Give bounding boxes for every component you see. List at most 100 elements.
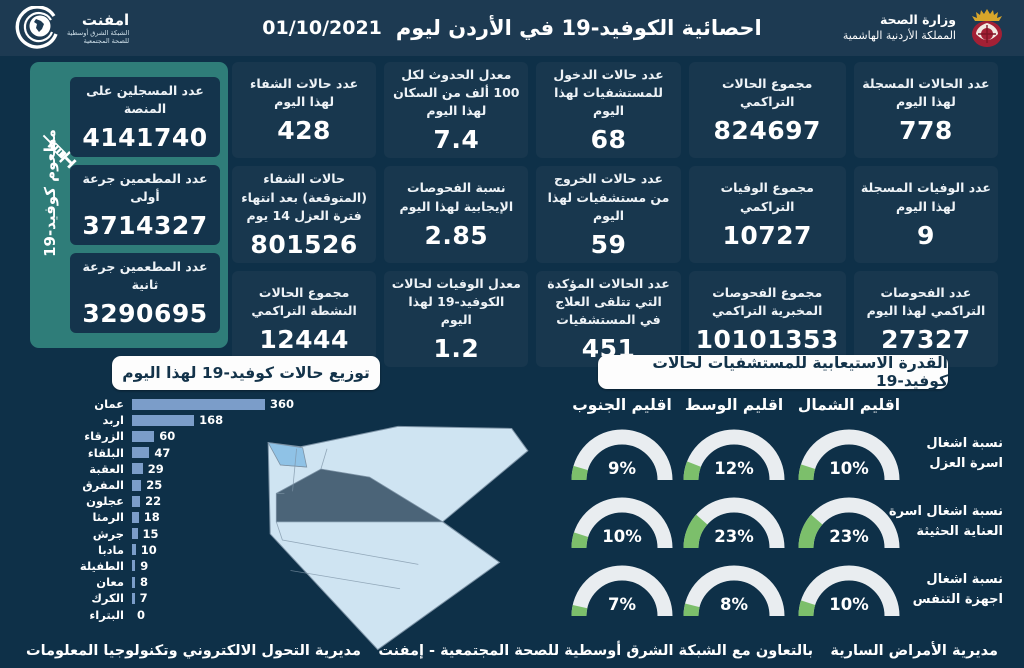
bar-row: مادبا 10 [22,542,384,558]
bar-value: 168 [199,413,224,428]
bar [132,430,155,442]
bar-category-label: البتراء [89,607,124,622]
bar-row: المفرق 25 [22,477,384,493]
capacity-row-label: نسبة اشغال اسرة العزل [926,435,1003,471]
svg-text:10%: 10% [829,595,869,614]
stat-value: 3714327 [82,211,208,241]
footer-center: بالتعاون مع الشبكة الشرق أوسطية للصحة ال… [378,643,814,659]
emphnet-subline1: الشبكة الشرق أوسطية [67,29,130,38]
footer-left: مديرية التحول الالكتروني وتكنولوجيا المع… [26,643,361,659]
bar [132,511,139,523]
stat-card: مجموع الحالات النشطة التراكمي 12444 [232,270,377,368]
bar-value: 8 [140,575,149,590]
bar-row: جرش 15 [22,526,384,542]
stat-label: مجموع الفحوصات المخبرية التراكمي [712,284,823,318]
stat-value: 428 [277,116,331,146]
stat-label: عدد المطعمين جرعة ثانية [82,258,208,292]
stat-value: 4141740 [82,123,208,153]
emphnet-subline2: للصحة المجتمعية [83,37,130,46]
gauge-cell: 10% [790,556,908,624]
gauge-cell: 23% [790,488,908,556]
stat-card: مجموع الحالات التراكمي 824697 [688,62,846,159]
region-header: اقليم الوسط [684,396,784,414]
stat-label: عدد حالات الخروج من مستشفيات لهذا اليوم [547,171,670,223]
report-date: 01/10/2021 [262,17,382,39]
stat-label: نسبة الفحوصات الإيجابية لهذا اليوم [399,180,514,214]
bar [132,560,136,572]
stat-label: معدل الحدوث لكل 100 ألف من السكان لهذا ا… [393,67,520,119]
stat-label: عدد الحالات المؤكدة التي تتلقى العلاج في… [547,275,670,327]
stat-label: عدد الحالات المسجلة لهذا اليوم [862,76,990,110]
footer-right: مديرية الأمراض السارية [830,643,998,659]
map-region-irbid [267,442,308,468]
stat-label: عدد حالات الشفاء لهذا اليوم [249,76,359,110]
gauge: 23% [683,497,785,549]
bar-category-label: عجلون [86,494,124,509]
bar-category-label: الرمثا [92,510,124,525]
stat-card: نسبة الفحوصات الإيجابية لهذا اليوم 2.85 [384,166,529,263]
jordan-map [267,425,529,651]
stat-card: عدد الوفيات المسجلة لهذا اليوم 9 [853,166,998,263]
capacity-grid: اقليم الشمال اقليم الوسط اقليم الجنوب نسبة … [566,390,1003,624]
bar-category-label: مادبا [98,542,124,557]
gauge-cell: 9% [566,420,678,488]
bar-row: الزرقاء 60 [22,428,384,444]
stat-value: 824697 [713,116,821,146]
bar-category-label: عمان [94,397,124,412]
capacity-row-label: نسبة اشغال اسرة العناية الحثيثة [888,503,1003,539]
bar-row: معان 8 [22,574,384,590]
stat-value: 7.4 [433,125,480,155]
bar [132,544,136,556]
emphnet-name: امفنت [81,10,130,29]
emphnet-logo-block: امفنت الشبكة الشرق أوسطية للصحة المجتمعي… [14,6,129,50]
stat-card: عدد الحالات المؤكدة التي تتلقى العلاج في… [536,270,681,368]
gauge-cell: 23% [678,488,790,556]
page-title-block: احصائية الكوفيد-19 في الأردن ليوم 01/10/… [262,0,762,56]
bar-category-label: العقبة [89,461,124,476]
stat-card: عدد الفحوصات التراكمي لهذا اليوم 27327 [853,270,998,368]
stat-label: مجموع الحالات التراكمي [722,76,813,110]
vaccination-card: عدد المسجلين على المنصة 4141740 [70,77,220,157]
syringe-icon [42,134,77,169]
stat-value: 778 [899,116,953,146]
bar-category-label: جرش [92,526,124,541]
stat-label: عدد الوفيات المسجلة لهذا اليوم [860,180,991,214]
bar-row: عمان 360 [22,396,384,412]
bar-category-label: معان [96,575,124,590]
ministry-text: وزارة الصحة المملكة الأردنية الهاشمية [843,12,956,44]
capacity-row-label: نسبة اشغال اجهزة التنفس [912,571,1003,607]
bar-category-label: الطفيلة [79,558,124,573]
bar [132,495,141,507]
gauge: 10% [798,429,900,481]
stat-card: حالات الشفاء (المتوقعة) بعد انتهاء فترة … [232,166,377,263]
kingdom-name: المملكة الأردنية الهاشمية [842,29,956,43]
stat-card: عدد حالات الخروج من مستشفيات لهذا اليوم … [536,166,681,263]
vaccination-side-label: مطعوم كوفيد-19 [41,129,59,257]
vaccination-panel: مطعوم كوفيد-19 عدد المسجلين على المنصة 4… [30,62,228,348]
svg-text:8%: 8% [720,595,748,614]
footer-bar: مديرية الأمراض السارية بالتعاون مع الشبك… [0,634,1024,668]
stat-label: عدد المطعمين جرعة أولى [82,170,208,204]
vaccination-card: عدد المطعمين جرعة أولى 3714327 [70,165,220,245]
bar [132,479,142,491]
capacity-title: القدرة الاستيعابية للمستشفيات لحالات كوف… [598,354,948,390]
bar-value: 360 [270,397,295,412]
map-region-highlighted [275,468,445,523]
stat-label: مجموع الوفيات التراكمي [720,180,814,214]
bar-row: عجلون 22 [22,493,384,509]
svg-text:9%: 9% [608,459,636,478]
emphnet-text: امفنت الشبكة الشرق أوسطية للصحة المجتمعي… [67,11,129,46]
bar-value: 7 [139,591,148,606]
stat-label: حالات الشفاء (المتوقعة) بعد انتهاء فترة … [241,171,367,223]
bar-value: 22 [145,494,162,509]
emphnet-globe-icon [15,6,58,49]
svg-text:10%: 10% [829,459,869,478]
stat-value: 27327 [881,325,971,355]
stats-grid: عدد الحالات المسجلة لهذا اليوم 778 مجموع… [232,62,998,368]
bar [132,398,265,410]
gauge: 10% [571,497,673,549]
page-title: احصائية الكوفيد-19 في الأردن ليوم [395,16,762,40]
gauge: 7% [571,565,673,617]
gauge-cell: 10% [790,420,908,488]
